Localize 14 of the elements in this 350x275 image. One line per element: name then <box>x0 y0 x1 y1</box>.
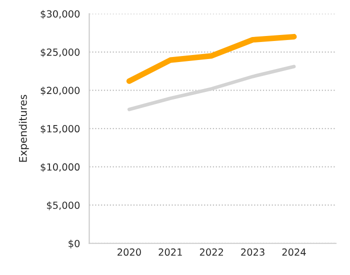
x-tick-label: 2022 <box>200 248 223 256</box>
y-tick-label: $5,000 <box>47 201 80 210</box>
y-tick-label: $20,000 <box>40 86 80 96</box>
line-series <box>127 64 296 112</box>
y-tick-label: $30,000 <box>40 10 80 19</box>
x-tick-label: 2021 <box>158 248 182 256</box>
x-tick-label: 2020 <box>118 248 141 256</box>
y-tick-label: $25,000 <box>40 48 80 58</box>
y-tick-label: $0 <box>68 240 80 248</box>
x-tick-label: 2024 <box>282 248 306 256</box>
x-tick-label: 2023 <box>241 248 264 256</box>
y-tick-label: $15,000 <box>40 124 80 134</box>
y-tick-label: $10,000 <box>40 163 80 172</box>
y-axis-title: Expenditures <box>18 94 29 162</box>
